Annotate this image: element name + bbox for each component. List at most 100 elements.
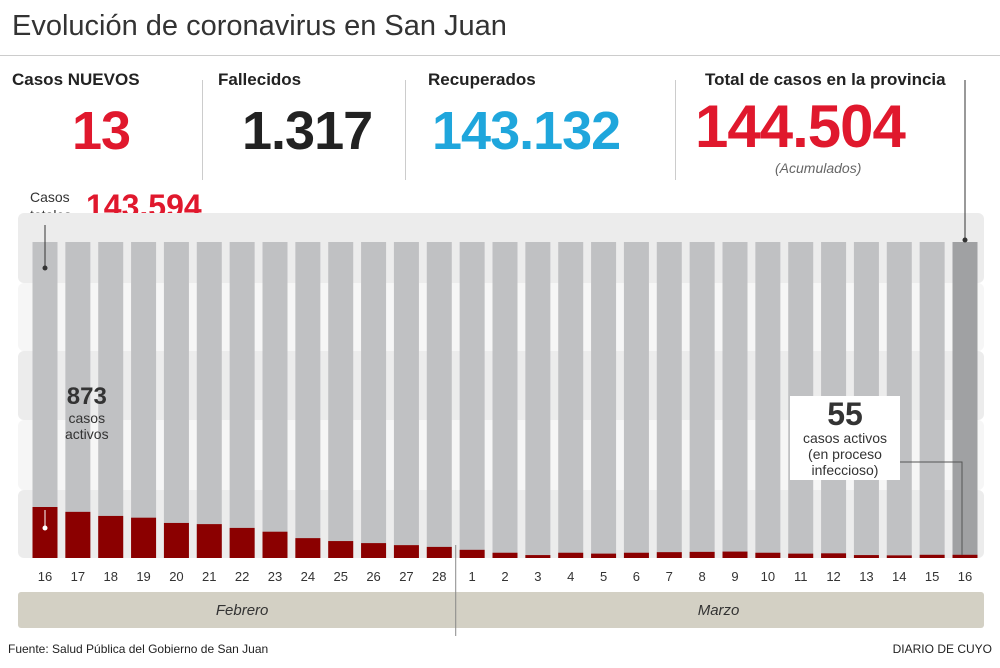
x-tick-label: 26 (366, 569, 380, 584)
active-bar (163, 522, 189, 558)
month-label: Febrero (216, 602, 269, 619)
total-bar (525, 242, 551, 558)
active-bar (558, 552, 584, 558)
end-active-label: infeccioso) (811, 462, 879, 478)
x-tick-label: 17 (71, 569, 85, 584)
active-bar (426, 546, 452, 558)
total-bar (262, 242, 288, 558)
x-tick-label: 22 (235, 569, 249, 584)
x-tick-label: 1 (469, 569, 476, 584)
total-bar (459, 242, 485, 558)
active-bar (328, 541, 354, 558)
x-tick-label: 24 (301, 569, 315, 584)
total-bar (393, 242, 419, 558)
total-bar (163, 242, 189, 558)
total-bar (492, 242, 518, 558)
start-active-label: activos (65, 426, 109, 442)
x-tick-label: 15 (925, 569, 939, 584)
leader-dot (962, 237, 968, 243)
active-bar (623, 552, 649, 558)
page-title: Evolución de coronavirus en San Juan (12, 10, 507, 42)
x-tick-label: 14 (892, 569, 906, 584)
brand: DIARIO DE CUYO (892, 642, 992, 656)
nuevos-value: 13 (72, 101, 131, 161)
x-tick-label: 25 (333, 569, 347, 584)
x-tick-label: 12 (826, 569, 840, 584)
x-tick-label: 11 (794, 569, 808, 584)
active-bar (262, 531, 288, 558)
end-annotation: 55 casos activos (en proceso infeccioso) (790, 396, 900, 480)
end-active-label: (en proceso (808, 446, 882, 462)
x-tick-label: 4 (567, 569, 574, 584)
x-tick-label: 5 (600, 569, 607, 584)
start-active-value: 873 (66, 383, 107, 410)
active-bar (919, 554, 945, 558)
total-bar (328, 242, 354, 558)
active-bar (492, 552, 518, 558)
month-band (18, 592, 984, 628)
active-bar (656, 552, 682, 558)
active-bar (65, 511, 91, 558)
total-note: (Acumulados) (775, 160, 862, 176)
recuperados-label: Recuperados (428, 70, 536, 89)
x-tick-label: 28 (432, 569, 446, 584)
x-tick-label: 16 (958, 569, 972, 584)
total-bar (689, 242, 715, 558)
divider (0, 55, 1000, 56)
x-tick-label: 13 (859, 569, 873, 584)
total-bar (952, 242, 978, 558)
active-bar (295, 538, 321, 558)
leader-line (900, 461, 963, 555)
x-tick-label: 2 (501, 569, 508, 584)
x-tick-label: 6 (633, 569, 640, 584)
x-tick-label: 18 (103, 569, 117, 584)
month-label: Marzo (698, 602, 740, 619)
total-bar (98, 242, 124, 558)
total-bar (919, 242, 945, 558)
total-bar (131, 242, 157, 558)
x-tick-label: 7 (666, 569, 673, 584)
total-bar (295, 242, 321, 558)
active-bar (821, 553, 847, 558)
active-bar (229, 527, 255, 558)
total-bar (558, 242, 584, 558)
total-bar (32, 242, 58, 558)
active-bar (853, 555, 879, 558)
start-active-label: casos (68, 410, 106, 426)
active-bar (591, 553, 617, 558)
x-tick-label: 27 (399, 569, 413, 584)
source: Fuente: Salud Pública del Gobierno de Sa… (8, 642, 269, 656)
x-tick-label: 9 (731, 569, 738, 584)
total-bar (656, 242, 682, 558)
total-bar (755, 242, 781, 558)
end-active-label: casos activos (802, 430, 888, 446)
x-tick-label: 3 (534, 569, 541, 584)
total-bar (196, 242, 222, 558)
fallecidos-value: 1.317 (242, 101, 373, 161)
active-bar (722, 551, 748, 558)
active-bar (755, 552, 781, 558)
active-bar (393, 545, 419, 558)
total-bar (229, 242, 255, 558)
active-bar (459, 549, 485, 558)
divider (405, 80, 406, 180)
x-tick-label: 23 (268, 569, 282, 584)
divider (202, 80, 203, 180)
x-tick-label: 21 (202, 569, 216, 584)
active-bar (361, 543, 387, 558)
active-bar (952, 554, 978, 558)
active-bar (689, 551, 715, 558)
total-bar (623, 242, 649, 558)
active-bar (196, 524, 222, 558)
divider (675, 80, 676, 180)
total-bar (426, 242, 452, 558)
start-annotation: 873 casos activos (65, 383, 109, 443)
recuperados-value: 143.132 (432, 101, 621, 161)
total-bar (361, 242, 387, 558)
leader-dot (42, 265, 48, 271)
leader-dot (42, 525, 48, 531)
active-bar (131, 517, 157, 558)
total-bar (65, 242, 91, 558)
total-bar (591, 242, 617, 558)
total-bar (722, 242, 748, 558)
